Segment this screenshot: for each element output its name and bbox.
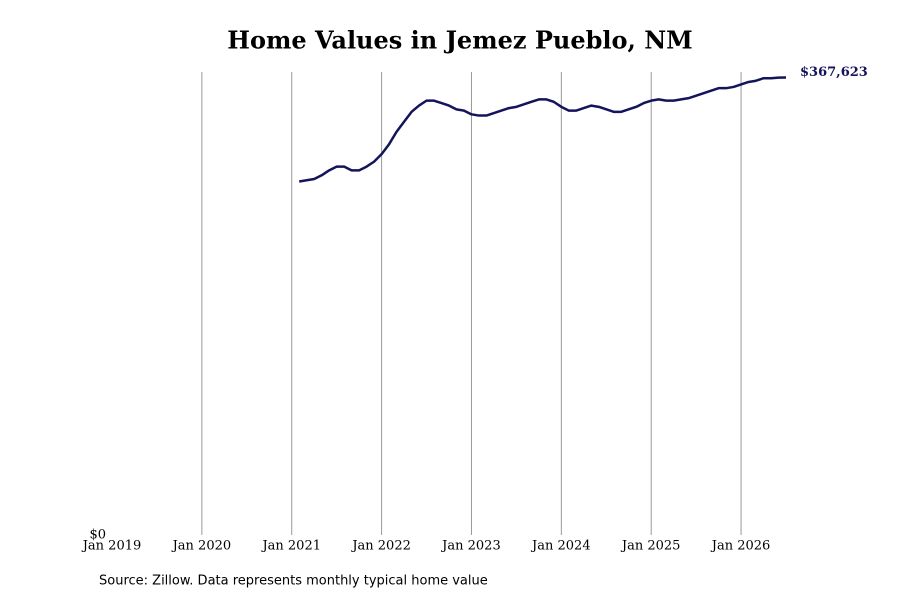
x-tick-label: Jan 2023: [440, 539, 501, 554]
y-tick-label: $0: [89, 528, 106, 543]
source-note: Source: Zillow. Data represents monthly …: [99, 574, 488, 589]
x-tick-label: Jan 2019: [81, 539, 142, 554]
chart-title: Home Values in Jemez Pueblo, NM: [227, 26, 692, 55]
x-tick-label: Jan 2024: [530, 539, 591, 554]
x-tick-label: Jan 2021: [260, 539, 321, 554]
line-series: [299, 76, 787, 183]
x-tick-label: Jan 2022: [350, 539, 411, 554]
x-tick-label: Jan 2026: [710, 539, 771, 554]
end-value-label: $367,623: [800, 65, 868, 80]
x-tick-label: Jan 2020: [171, 539, 232, 554]
x-tick-label: Jan 2025: [620, 539, 681, 554]
